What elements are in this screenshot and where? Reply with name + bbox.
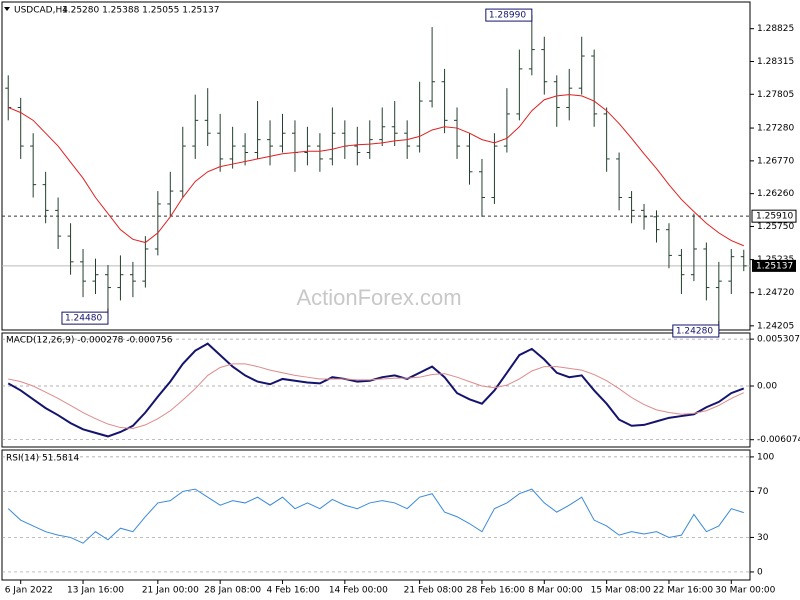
x-tick-label: 15 Mar 08:00 [591, 586, 651, 596]
annotation-box [61, 311, 109, 325]
x-tick-label: 21 Feb 08:00 [404, 586, 463, 596]
y-tick-label: 1.25750 [757, 222, 794, 232]
current-price-box [752, 259, 796, 272]
x-tick-label: 21 Jan 00:00 [142, 586, 199, 596]
symbol: USDCAD,H4 [14, 6, 68, 16]
indicator-line [8, 363, 744, 429]
y-tick-label: -0.006074 [757, 435, 800, 445]
macd-pane [1, 332, 751, 448]
rsi-pane [1, 449, 751, 581]
moving-average [8, 94, 744, 247]
y-tick-label: 0 [757, 567, 763, 577]
y-tick-label: 1.28825 [757, 24, 794, 34]
y-tick-label: 100 [757, 452, 774, 462]
y-tick-label: 1.24720 [757, 288, 794, 298]
y-tick-label: 1.26770 [757, 156, 794, 166]
dropdown-icon [4, 7, 10, 11]
annotation-box [672, 324, 720, 338]
annotation-label: 1.24280 [676, 326, 713, 336]
annotation-label: 1.24480 [65, 314, 102, 324]
x-tick-label: 6 Jan 2022 [5, 586, 53, 596]
x-tick-label: 13 Jan 16:00 [67, 586, 124, 596]
current-price-label: 1.25137 [756, 261, 793, 271]
x-tick-label: 28 Feb 16:00 [466, 586, 525, 596]
x-tick-label: 14 Feb 00:00 [329, 586, 388, 596]
price-pane [1, 1, 751, 331]
y-tick-label: 70 [757, 487, 769, 497]
y-tick-label: 1.27805 [757, 90, 794, 100]
y-tick-label: 0.005307 [757, 335, 800, 345]
watermark: ActionForex.com [296, 285, 461, 310]
y-tick-label: 1.24205 [757, 321, 794, 331]
indicator-line [7, 488, 744, 544]
level-label: 1.25910 [756, 212, 793, 222]
annotation-box [485, 8, 533, 22]
x-tick-label: 4 Feb 16:00 [267, 586, 321, 596]
y-tick-label: 1.27280 [757, 124, 794, 134]
x-tick-label: 28 Jan 08:00 [204, 586, 261, 596]
x-tick-label: 22 Mar 16:00 [653, 586, 713, 596]
quote: 1.25280 1.25388 1.25055 1.25137 [62, 6, 219, 16]
macd-title: MACD(12,26,9) -0.000278 -0.000756 [6, 336, 173, 346]
y-tick-label: 30 [757, 533, 769, 543]
level-box [751, 209, 797, 223]
y-tick-label: 1.26260 [757, 189, 794, 199]
rsi-title: RSI(14) 51.5814 [6, 454, 79, 464]
annotation-label: 1.28990 [489, 11, 526, 21]
x-tick-label: 8 Mar 00:00 [528, 586, 583, 596]
y-tick-label: 1.28315 [757, 57, 794, 67]
y-tick-label: 0.00 [757, 382, 777, 392]
x-tick-label: 30 Mar 00:00 [715, 586, 775, 596]
